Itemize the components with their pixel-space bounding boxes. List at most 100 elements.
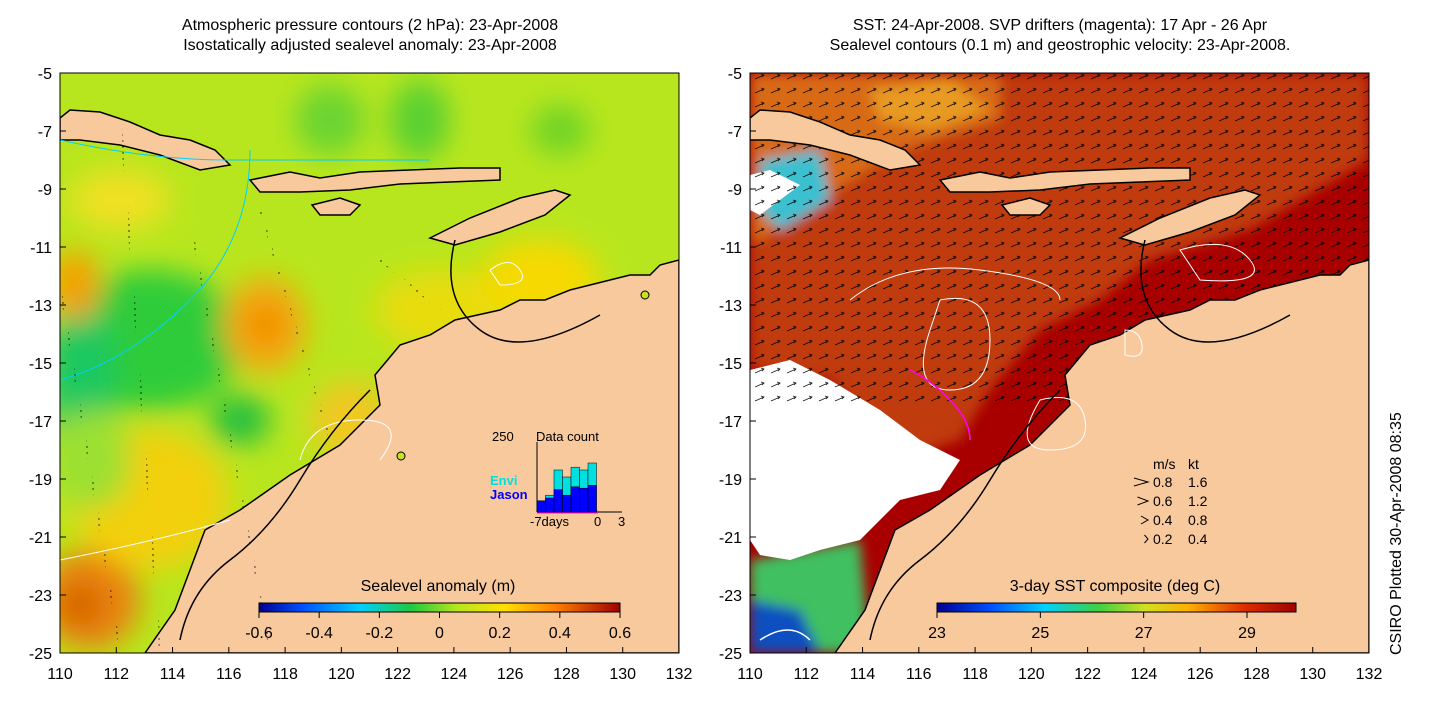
inset-bar-jason xyxy=(553,489,563,513)
right-x-tick-label: 130 xyxy=(1299,666,1326,683)
left-y-tick-label: -21 xyxy=(29,530,52,547)
inset-bar-jason xyxy=(545,497,555,513)
timor-island-right xyxy=(1117,189,1262,246)
right-y-tick-label: -25 xyxy=(719,646,742,663)
left-colorbar-tick: 0.2 xyxy=(489,625,511,642)
right-colorbar: 3-day SST composite (deg C) 23 25 27 29 xyxy=(928,578,1297,642)
left-panel-title: Atmospheric pressure contours (2 hPa): 2… xyxy=(60,16,680,56)
left-x-tick-label: 110 xyxy=(47,666,73,683)
velocity-ms-value: 0.4 xyxy=(1153,512,1173,528)
velocity-kt-value: 1.6 xyxy=(1188,474,1208,490)
inset-xlabel-zero: 0 xyxy=(594,514,601,529)
left-y-tick-label: -23 xyxy=(29,588,52,605)
left-title-line1: Atmospheric pressure contours (2 hPa): 2… xyxy=(181,17,559,34)
right-x-tick-label: 118 xyxy=(962,666,988,683)
velocity-ms-value: 0.8 xyxy=(1153,474,1173,490)
right-y-tick-label: -23 xyxy=(719,588,742,605)
australia-land-right xyxy=(834,259,1369,653)
inset-title: Data count xyxy=(536,429,599,444)
inset-bars xyxy=(536,462,597,513)
left-colorbar-tick: 0.4 xyxy=(549,625,571,642)
right-y-tick-label: -11 xyxy=(720,240,742,257)
inset-bar-jason xyxy=(579,487,589,513)
right-x-tick-label: 124 xyxy=(1131,666,1158,683)
left-colorbar-tick: -0.4 xyxy=(305,625,333,642)
left-x-tick-label: 126 xyxy=(497,666,524,683)
right-x-tick-label: 122 xyxy=(1074,666,1101,683)
right-title-line1: SST: 24-Apr-2008. SVP drifters (magenta)… xyxy=(852,17,1268,34)
left-x-tick-label: 112 xyxy=(104,666,130,683)
right-y-tick-label: -9 xyxy=(728,182,742,199)
velocity-scale-arrow xyxy=(1133,477,1150,487)
right-x-tick-label: 110 xyxy=(737,666,763,683)
velocity-legend: m/s kt 0.8 1.6 0.6 1.2 0.4 0.8 0.2 0.4 xyxy=(1133,456,1208,547)
left-y-tick-label: -9 xyxy=(38,182,52,199)
inset-bar-jason xyxy=(570,486,580,513)
left-x-tick-label: 124 xyxy=(441,666,468,683)
left-x-tick-label: 132 xyxy=(666,666,693,683)
velocity-scale-arrow xyxy=(1137,496,1150,506)
inset-series-jason: Jason xyxy=(490,487,528,502)
left-colorbar-tick: 0.6 xyxy=(609,625,631,642)
inset-series-envi: Envi xyxy=(490,473,517,488)
velocity-kt-value: 1.2 xyxy=(1188,493,1208,509)
velocity-legend-header-kt: kt xyxy=(1188,456,1199,472)
java-land-left xyxy=(60,109,232,171)
left-y-tick-label: -17 xyxy=(29,414,52,431)
right-panel-title: SST: 24-Apr-2008. SVP drifters (magenta)… xyxy=(740,16,1380,56)
java-land-right xyxy=(750,109,922,171)
right-y-tick-label: -13 xyxy=(719,298,742,315)
velocity-scale-arrow xyxy=(1144,534,1149,544)
left-y-tick-label: -11 xyxy=(30,240,52,257)
sumba-island-right xyxy=(1000,197,1052,216)
right-colorbar-tick: 29 xyxy=(1238,625,1256,642)
left-colorbar: Sealevel anomaly (m) -0.6 -0.4 -0.2 0 0.2 0.4… xyxy=(245,578,631,642)
right-map: m/s kt 0.8 1.6 0.6 1.2 0.4 0.8 0.2 0.4 3-day SS… xyxy=(749,72,1370,654)
left-y-tick-label: -13 xyxy=(29,298,52,315)
right-x-tick-label: 132 xyxy=(1356,666,1383,683)
velocity-ms-value: 0.2 xyxy=(1153,531,1173,547)
left-x-tick-label: 120 xyxy=(328,666,355,683)
right-y-tick-label: -19 xyxy=(719,472,742,489)
left-colorbar-tick: -0.6 xyxy=(245,625,273,642)
velocity-legend-rows: 0.8 1.6 0.6 1.2 0.4 0.8 0.2 0.4 xyxy=(1133,474,1208,547)
right-title-line2: Sealevel contours (0.1 m) and geostrophi… xyxy=(829,37,1291,54)
right-x-tick-label: 114 xyxy=(850,666,876,683)
left-axes: 110 112 114 116 118 120 122 124 126 128 130 132 -5 -7… xyxy=(29,66,693,683)
sst-field xyxy=(750,73,1369,653)
left-y-tick-label: -15 xyxy=(29,356,52,373)
left-colorbar-ticks: -0.6 -0.4 -0.2 0 0.2 0.4 0.6 xyxy=(245,612,631,642)
right-y-tick-label: -21 xyxy=(719,530,742,547)
left-y-tick-label: -25 xyxy=(29,646,52,663)
right-colorbar-label: 3-day SST composite (deg C) xyxy=(1010,578,1220,595)
right-y-tick-label: -17 xyxy=(719,414,742,431)
left-y-tick-label: -5 xyxy=(38,66,52,83)
right-colorbar-ticks: 23 25 27 29 xyxy=(928,612,1256,642)
right-colorbar-tick: 27 xyxy=(1135,625,1153,642)
velocity-legend-header-ms: m/s xyxy=(1153,456,1176,472)
right-axes: 110 112 114 116 118 120 122 124 126 128 130 132 -5 -7… xyxy=(719,66,1383,683)
right-x-tick-label: 120 xyxy=(1018,666,1045,683)
right-y-tick-label: -7 xyxy=(728,124,742,141)
left-title-line2: Isostatically adjusted sealevel anomaly:… xyxy=(183,37,557,54)
right-y-tick-label: -5 xyxy=(728,66,742,83)
inset-ymax-label: 250 xyxy=(492,429,514,444)
plot-credit: CSIRO Plotted 30-Apr-2008 08:35 xyxy=(1388,412,1405,655)
right-colorbar-tick: 23 xyxy=(928,625,946,642)
right-x-tick-label: 116 xyxy=(906,666,932,683)
velocity-kt-value: 0.8 xyxy=(1188,512,1208,528)
velocity-kt-value: 0.4 xyxy=(1188,531,1208,547)
left-x-tick-label: 114 xyxy=(160,666,186,683)
left-y-tick-label: -7 xyxy=(38,124,52,141)
left-x-tick-label: 128 xyxy=(553,666,580,683)
right-y-tick-label: -15 xyxy=(719,356,742,373)
right-x-tick-label: 112 xyxy=(794,666,820,683)
velocity-scale-arrow xyxy=(1140,515,1150,525)
sealevel-anomaly-field xyxy=(60,73,679,653)
inset-xlabel-start: -7days xyxy=(530,514,570,529)
cloud-mask xyxy=(750,360,960,560)
right-x-tick-label: 126 xyxy=(1187,666,1214,683)
sumba-island-left xyxy=(310,197,362,216)
timor-island-left xyxy=(427,189,572,246)
